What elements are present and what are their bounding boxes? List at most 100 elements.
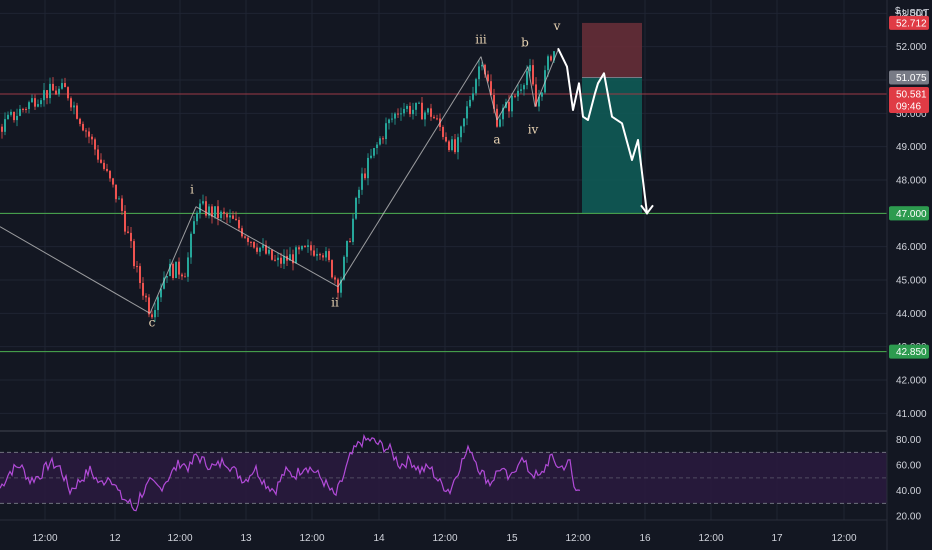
stop-loss-zone[interactable] bbox=[582, 22, 642, 78]
projection-arrowhead[interactable] bbox=[640, 204, 654, 215]
projection-line[interactable] bbox=[557, 47, 648, 214]
candle-body bbox=[433, 116, 435, 119]
time-tick-label[interactable]: 12 bbox=[109, 533, 121, 544]
wave-label-iii: iii bbox=[475, 32, 487, 46]
rsi-tick-label[interactable]: 60.00 bbox=[896, 461, 921, 472]
candle-body bbox=[61, 83, 63, 89]
wave-line[interactable] bbox=[480, 56, 498, 121]
price-tick-label[interactable]: 41.000 bbox=[896, 409, 927, 420]
time-tick-label[interactable]: 12:00 bbox=[299, 533, 324, 544]
candle-body bbox=[115, 184, 117, 200]
wave-line[interactable] bbox=[149, 206, 197, 314]
time-tick-label[interactable]: 12:00 bbox=[167, 533, 192, 544]
wave-line[interactable] bbox=[0, 226, 151, 314]
candle-body bbox=[100, 159, 102, 163]
time-tick-label[interactable]: 16 bbox=[639, 533, 651, 544]
candle-body bbox=[421, 102, 423, 120]
candle-body bbox=[73, 105, 75, 108]
candle-body bbox=[64, 83, 66, 88]
candle-body bbox=[325, 251, 327, 258]
time-tick-label[interactable]: 14 bbox=[373, 533, 385, 544]
candle-body bbox=[409, 105, 411, 115]
candle-body bbox=[397, 113, 399, 115]
currency-badge[interactable]: $ USDT bbox=[895, 6, 929, 19]
price-tags: 52.71251.07550.58109:4647.00347.00042.85… bbox=[889, 15, 929, 359]
price-tick-label[interactable]: 52.000 bbox=[896, 42, 927, 53]
candle-body bbox=[49, 83, 51, 99]
candle-body bbox=[475, 79, 477, 94]
candle-body bbox=[367, 157, 369, 179]
time-tick-label[interactable]: 17 bbox=[771, 533, 783, 544]
candle-body bbox=[133, 241, 135, 267]
rsi-tick-label[interactable]: 40.00 bbox=[896, 486, 921, 497]
candle-body bbox=[514, 95, 516, 97]
time-tick-label[interactable]: 12:00 bbox=[565, 533, 590, 544]
candle-body bbox=[4, 119, 6, 132]
rsi-tick-label[interactable]: 20.00 bbox=[896, 512, 921, 523]
wave-line[interactable] bbox=[195, 206, 339, 288]
candle-body bbox=[469, 99, 471, 107]
position-zones[interactable] bbox=[582, 22, 642, 214]
wave-line[interactable] bbox=[496, 66, 529, 121]
candle-body bbox=[202, 201, 204, 204]
candle-body bbox=[220, 211, 222, 218]
take-profit-zone[interactable] bbox=[582, 77, 642, 214]
time-tick-label[interactable]: 12:00 bbox=[432, 533, 457, 544]
time-tick-label[interactable]: 13 bbox=[240, 533, 252, 544]
candle-body bbox=[541, 92, 543, 97]
candle-body bbox=[424, 112, 426, 120]
rsi-axis[interactable]: 80.00 60.00 40.00 20.00 bbox=[896, 435, 921, 523]
time-tick-label[interactable]: 15 bbox=[506, 533, 518, 544]
price-tick-label[interactable]: 53.000 bbox=[896, 9, 927, 20]
time-axis[interactable]: 12:00 12 12:00 13 12:00 14 12:00 15 12:00 16 12:00… bbox=[32, 533, 856, 544]
wave-line[interactable] bbox=[527, 66, 536, 107]
candle-body bbox=[361, 173, 363, 190]
candle-body bbox=[223, 211, 225, 214]
candle-body bbox=[322, 255, 324, 258]
candle-body bbox=[244, 236, 246, 238]
elliott-wave-lines[interactable] bbox=[0, 49, 559, 314]
candle-body bbox=[118, 198, 120, 200]
time-tick-label[interactable]: 12:00 bbox=[32, 533, 57, 544]
candle-body bbox=[205, 201, 207, 216]
price-tick-label[interactable]: 44.000 bbox=[896, 309, 927, 320]
price-tick-label[interactable]: 50.000 bbox=[896, 109, 927, 120]
projection-path[interactable] bbox=[557, 47, 654, 215]
rsi-tick-label[interactable]: 80.00 bbox=[896, 435, 921, 446]
price-tick-label[interactable]: 48.000 bbox=[896, 176, 927, 187]
candle-body bbox=[277, 257, 279, 261]
horizontal-levels[interactable] bbox=[0, 93, 887, 353]
candle-body bbox=[199, 203, 201, 213]
price-tick-label[interactable]: 45.000 bbox=[896, 276, 927, 287]
candle-body bbox=[175, 261, 177, 279]
candle-body bbox=[142, 282, 144, 296]
candle-body bbox=[496, 108, 498, 127]
candle-body bbox=[193, 221, 195, 234]
candle-body bbox=[310, 245, 312, 251]
time-tick-label[interactable]: 12:00 bbox=[698, 533, 723, 544]
wave-label-iv: iv bbox=[528, 122, 539, 136]
price-tick-label[interactable]: 42.000 bbox=[896, 376, 927, 387]
candle-body bbox=[346, 241, 348, 257]
candle-body bbox=[55, 90, 57, 95]
price-tick-label[interactable]: 49.000 bbox=[896, 142, 927, 153]
candle-body bbox=[217, 206, 219, 218]
candle-body bbox=[136, 266, 138, 268]
candle-body bbox=[328, 251, 330, 261]
candle-body bbox=[460, 126, 462, 138]
candle-body bbox=[385, 123, 387, 140]
candle-body bbox=[436, 118, 438, 120]
candle-body bbox=[331, 260, 333, 278]
price-tick-label[interactable]: 46.000 bbox=[896, 242, 927, 253]
wave-label-v: v bbox=[553, 19, 561, 33]
candle-body bbox=[106, 168, 108, 171]
candle-body bbox=[391, 118, 393, 120]
wave-line[interactable] bbox=[337, 56, 482, 287]
time-tick-label[interactable]: 12:00 bbox=[831, 533, 856, 544]
candle-body bbox=[262, 245, 264, 248]
wave-label-i: i bbox=[190, 182, 194, 196]
candle-body bbox=[16, 115, 18, 121]
wave-line[interactable] bbox=[534, 49, 559, 107]
candle-body bbox=[85, 130, 87, 132]
